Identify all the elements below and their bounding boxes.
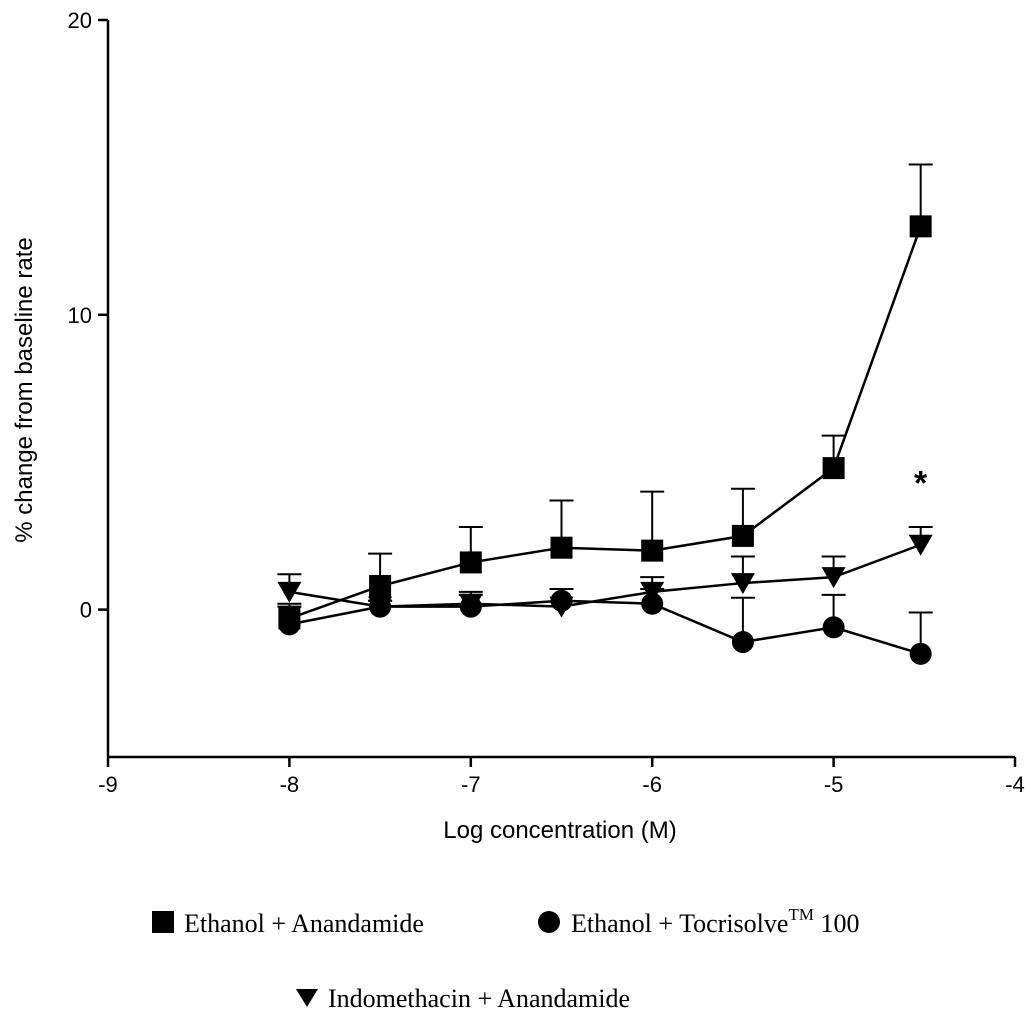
- marker-s2-4: [640, 581, 665, 603]
- y-tick-label: 10: [68, 303, 92, 328]
- x-tick-label: -6: [642, 772, 662, 797]
- marker-s2-3: [549, 596, 574, 618]
- marker-s0-3: [550, 536, 573, 559]
- x-tick-label: -5: [824, 772, 844, 797]
- marker-s2-2: [458, 593, 483, 615]
- legend: Ethanol + Anandamide Ethanol + Tocrisolv…: [152, 905, 859, 1012]
- legend-label-indomethacin-anandamide: Indomethacin + Anandamide: [328, 984, 630, 1012]
- marker-s1-5: [731, 631, 754, 654]
- x-axis-title: Log concentration (M): [443, 817, 676, 844]
- y-tick-label: 20: [68, 8, 92, 33]
- legend-item-indomethacin-anandamide: Indomethacin + Anandamide: [296, 984, 630, 1012]
- legend-triangle-marker: [296, 989, 318, 1007]
- annotations: *: [914, 465, 928, 503]
- legend-label-ethanol-tocrisolve: Ethanol + TocrisolveTM 100: [571, 905, 859, 938]
- data-markers: [277, 215, 933, 665]
- marker-s2-1: [368, 596, 393, 618]
- marker-s2-5: [730, 573, 755, 595]
- legend-label-tocrisolve-suffix: 100: [814, 909, 860, 938]
- series-line-2: [289, 543, 922, 608]
- series-lines: [288, 225, 922, 656]
- marker-s1-4: [641, 592, 664, 615]
- marker-s0-4: [641, 539, 664, 562]
- marker-s2-6: [821, 567, 846, 589]
- marker-s0-6: [822, 457, 845, 480]
- marker-s0-2: [459, 551, 482, 574]
- y-axis-title: % change from baseline rate: [11, 237, 38, 543]
- significance-asterisk: *: [914, 465, 928, 503]
- legend-item-ethanol-anandamide: Ethanol + Anandamide: [152, 909, 424, 938]
- legend-label-ethanol-anandamide: Ethanol + Anandamide: [184, 909, 424, 938]
- legend-circle-marker: [538, 911, 560, 933]
- x-tick-label: -4: [1005, 772, 1025, 797]
- x-tick-label: -7: [461, 772, 481, 797]
- legend-item-ethanol-tocrisolve: Ethanol + TocrisolveTM 100: [538, 905, 859, 938]
- marker-s2-7: [908, 534, 933, 556]
- marker-s1-7: [909, 642, 932, 665]
- y-tick-label: 0: [80, 598, 92, 623]
- legend-square-marker: [152, 911, 174, 933]
- axes: -9 -8 -7 -6 -5 -4 0 10 20: [68, 8, 1025, 797]
- marker-s0-5: [731, 524, 754, 547]
- marker-s0-7: [909, 215, 932, 238]
- x-tick-label: -9: [98, 772, 118, 797]
- legend-label-tocrisolve-name: Ethanol + Tocrisolve: [571, 909, 788, 938]
- series-line-0: [288, 225, 922, 620]
- marker-s1-6: [822, 616, 845, 639]
- x-tick-label: -8: [280, 772, 300, 797]
- marker-s0-1: [369, 575, 392, 598]
- marker-s1-0: [278, 613, 301, 636]
- marker-s2-0: [277, 581, 302, 603]
- legend-label-tocrisolve-tm: TM: [788, 905, 814, 924]
